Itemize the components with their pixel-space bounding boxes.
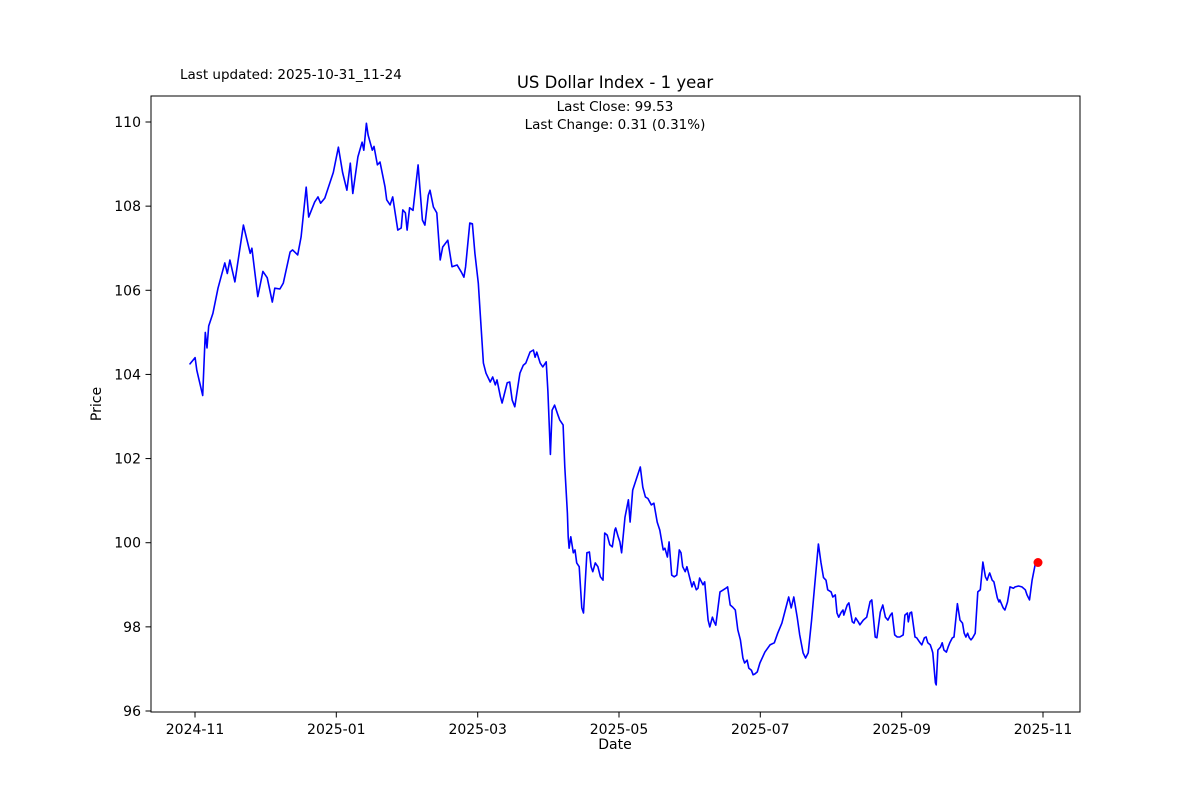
last-updated-text: Last updated: 2025-10-31_11-24 — [180, 67, 402, 83]
y-tick-label: 102 — [114, 452, 141, 468]
x-tick-label: 2025-07 — [731, 722, 790, 738]
annotation-last-close: Last Close: 99.53 — [557, 99, 674, 115]
last-price-marker — [1033, 558, 1043, 567]
y-tick-label: 106 — [114, 283, 141, 299]
x-tick-label: 2025-01 — [307, 722, 366, 738]
x-tick-label: 2025-11 — [1014, 722, 1073, 738]
y-tick-label: 98 — [123, 620, 141, 636]
y-tick-label: 96 — [123, 704, 141, 720]
plot-area — [150, 95, 1081, 713]
x-tick-label: 2025-09 — [872, 722, 931, 738]
x-tick-label: 2024-11 — [166, 722, 225, 738]
y-axis-title: Price — [89, 387, 105, 421]
y-tick-label: 104 — [114, 367, 141, 383]
x-axis-title: Date — [598, 737, 631, 753]
x-axis: 2024-11 2025-01 2025-03 2025-05 2025-07 2025-… — [166, 712, 1073, 738]
y-tick-label: 108 — [114, 199, 141, 215]
y-tick-label: 100 — [114, 536, 141, 552]
y-tick-label: 110 — [114, 115, 141, 131]
x-tick-label: 2025-03 — [448, 722, 507, 738]
y-axis: 96 98 100 102 104 106 108 110 — [114, 115, 151, 720]
chart-title: US Dollar Index - 1 year — [517, 73, 714, 92]
price-line — [189, 122, 1039, 686]
x-tick-label: 2025-05 — [590, 722, 649, 738]
annotation-last-change: Last Change: 0.31 (0.31%) — [525, 117, 706, 133]
